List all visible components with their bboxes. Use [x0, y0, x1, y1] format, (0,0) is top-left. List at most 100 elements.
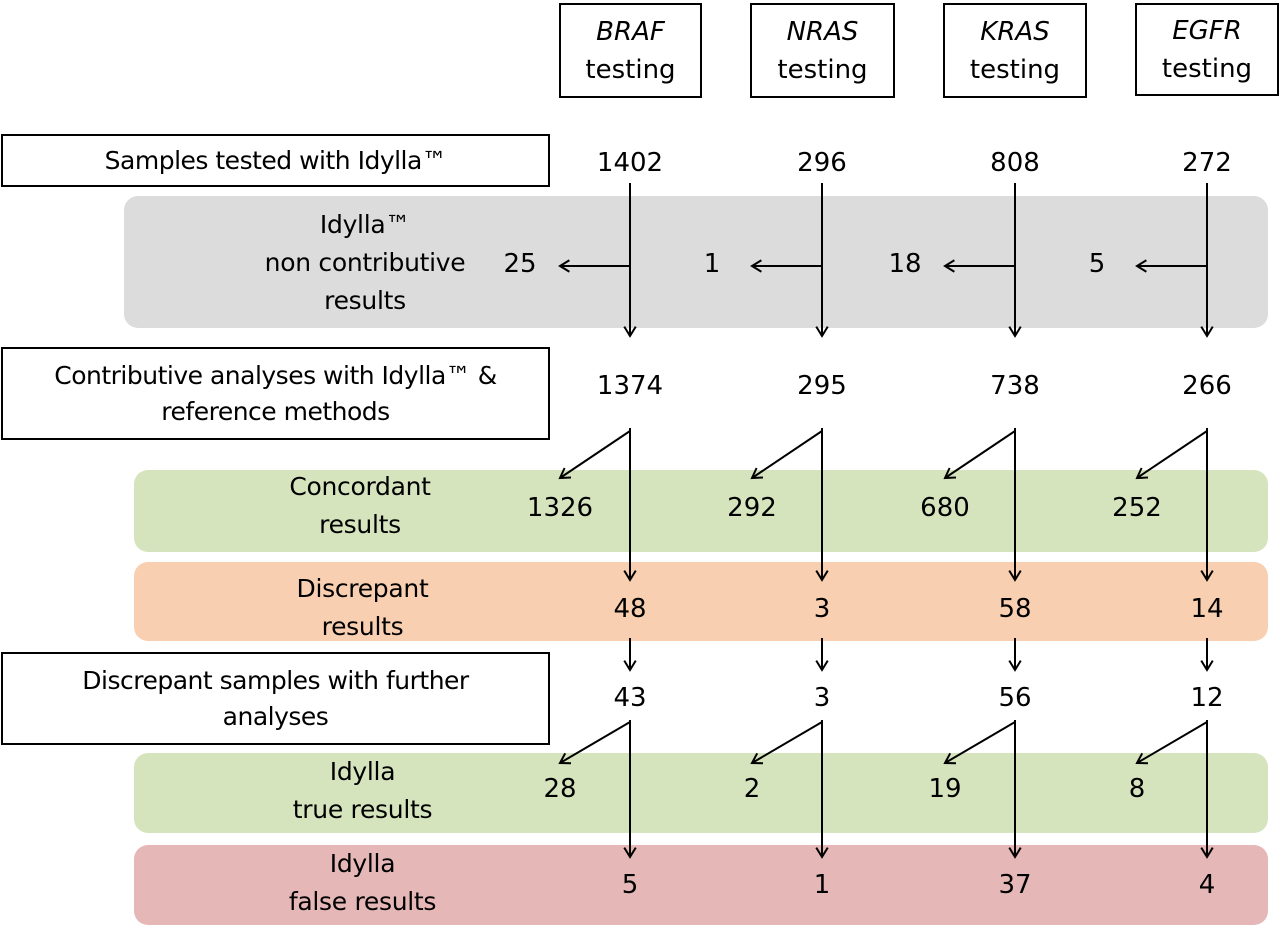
gene-sub: testing	[1161, 53, 1253, 84]
concordant-band	[134, 470, 1268, 552]
value-discrepant-egfr: 14	[1190, 594, 1224, 624]
arrow-discrepant-down-nras-head	[815, 660, 829, 672]
arrow-contributive-down-nras-head	[815, 570, 829, 582]
value-concordant-egfr: 252	[1112, 493, 1162, 523]
discrepant-line1: Discrepant	[296, 574, 429, 603]
arrow-further-down-braf-head	[623, 847, 637, 859]
further-label-line1: Discrepant samples with further	[82, 665, 469, 695]
value-contributive-kras: 738	[990, 371, 1040, 401]
gene-name: NRAS	[786, 16, 859, 47]
arrow-non-contributive-kras-head	[943, 259, 955, 273]
value-contributive-braf: 1374	[596, 371, 664, 401]
gene-sub: testing	[969, 54, 1061, 85]
arrow-tested-down-kras-head	[1008, 326, 1022, 338]
arrow-non-contributive-egfr-head	[1135, 259, 1147, 273]
arrow-true-results-nras-head	[750, 752, 764, 765]
value-further-braf: 43	[613, 683, 647, 713]
non-contributive-line3: results	[324, 286, 406, 315]
gene-name: BRAF	[596, 16, 665, 47]
arrow-tested-down-nras-head	[815, 326, 829, 338]
arrow-concordant-egfr	[1136, 430, 1208, 479]
arrow-true-results-kras	[944, 721, 1016, 764]
arrow-contributive-down-braf-head	[623, 570, 637, 582]
value-further-kras: 56	[998, 683, 1032, 713]
arrow-discrepant-down-braf-head	[623, 660, 637, 672]
arrow-true-results-egfr-head	[1135, 752, 1149, 765]
value-tested-kras: 808	[990, 148, 1040, 178]
arrow-contributive-down-egfr-head	[1200, 570, 1214, 582]
arrow-concordant-kras	[944, 430, 1016, 479]
arrow-tested-down-braf-head	[623, 326, 637, 338]
value-tested-nras: 296	[797, 148, 847, 178]
value-further-nras: 3	[813, 683, 831, 713]
value-false-results-braf: 5	[621, 870, 639, 900]
value-false-results-nras: 1	[813, 870, 831, 900]
concordant-line1: Concordant	[289, 472, 431, 501]
arrow-discrepant-down-egfr-head	[1200, 660, 1214, 672]
true-results-line1: Idylla	[329, 757, 396, 786]
value-concordant-nras: 292	[727, 493, 777, 523]
value-false-results-kras: 37	[998, 870, 1032, 900]
arrow-non-contributive-braf-head	[558, 259, 570, 273]
false-results-line2: false results	[288, 887, 437, 916]
arrow-discrepant-down-kras-head	[1008, 660, 1022, 672]
value-concordant-braf: 1326	[526, 493, 594, 523]
value-discrepant-braf: 48	[613, 594, 647, 624]
value-contributive-nras: 295	[797, 371, 847, 401]
arrow-concordant-kras-head	[943, 467, 957, 480]
discrepant-band	[134, 562, 1268, 641]
concordant-line2: results	[319, 510, 401, 539]
false-results-band	[134, 845, 1268, 925]
value-true-results-braf: 28	[543, 774, 577, 804]
arrow-concordant-egfr-head	[1135, 467, 1149, 480]
further-analyses-box: Discrepant samples with further analyses	[1, 652, 550, 745]
gene-sub: testing	[585, 54, 676, 85]
value-tested-braf: 1402	[596, 148, 664, 178]
value-true-results-egfr: 8	[1128, 774, 1146, 804]
samples-tested-box: Samples tested with Idylla™	[1, 134, 550, 187]
false-results-label: Idylla false results	[200, 845, 525, 921]
true-results-line2: true results	[292, 795, 433, 824]
contributive-box: Contributive analyses with Idylla™ & ref…	[1, 347, 550, 440]
arrow-further-down-egfr-head	[1200, 847, 1214, 859]
non-contributive-line1: Idylla™	[319, 210, 411, 239]
value-non-contributive-nras: 1	[703, 249, 721, 279]
arrow-true-results-kras-head	[943, 752, 957, 765]
arrow-true-results-egfr	[1136, 721, 1208, 764]
non-contributive-label: Idylla™ non contributive results	[200, 206, 530, 320]
arrow-tested-down-egfr-head	[1200, 326, 1214, 338]
arrow-further-down-nras-head	[815, 847, 829, 859]
samples-tested-label: Samples tested with Idylla™	[104, 145, 447, 175]
value-non-contributive-braf: 25	[503, 249, 537, 279]
discrepant-label: Discrepant results	[200, 570, 525, 646]
arrow-true-results-braf	[559, 721, 631, 764]
arrow-further-down-kras-head	[1008, 847, 1022, 859]
value-further-egfr: 12	[1190, 683, 1224, 713]
gene-header-nras: NRAS testing	[750, 3, 895, 98]
arrow-concordant-nras	[751, 430, 823, 479]
value-true-results-nras: 2	[743, 774, 761, 804]
arrow-concordant-nras-head	[750, 467, 764, 480]
gene-name: KRAS	[980, 16, 1050, 47]
value-concordant-kras: 680	[920, 493, 970, 523]
false-results-line1: Idylla	[329, 849, 396, 878]
value-non-contributive-egfr: 5	[1088, 249, 1106, 279]
arrow-contributive-down-kras-head	[1008, 570, 1022, 582]
gene-header-braf: BRAF testing	[559, 3, 702, 98]
value-discrepant-kras: 58	[998, 594, 1032, 624]
value-discrepant-nras: 3	[813, 594, 831, 624]
gene-header-egfr: EGFR testing	[1135, 3, 1279, 96]
non-contributive-band	[124, 196, 1268, 328]
value-true-results-kras: 19	[928, 774, 962, 804]
arrow-concordant-braf	[559, 430, 631, 479]
value-tested-egfr: 272	[1182, 148, 1232, 178]
arrow-true-results-braf-head	[558, 752, 572, 765]
arrow-concordant-braf-head	[558, 467, 572, 480]
discrepant-line2: results	[321, 612, 404, 641]
contributive-label-line1: Contributive analyses with Idylla™ &	[54, 360, 497, 390]
contributive-label-line2: reference methods	[161, 396, 390, 426]
true-results-label: Idylla true results	[200, 753, 525, 829]
gene-header-kras: KRAS testing	[943, 3, 1087, 98]
